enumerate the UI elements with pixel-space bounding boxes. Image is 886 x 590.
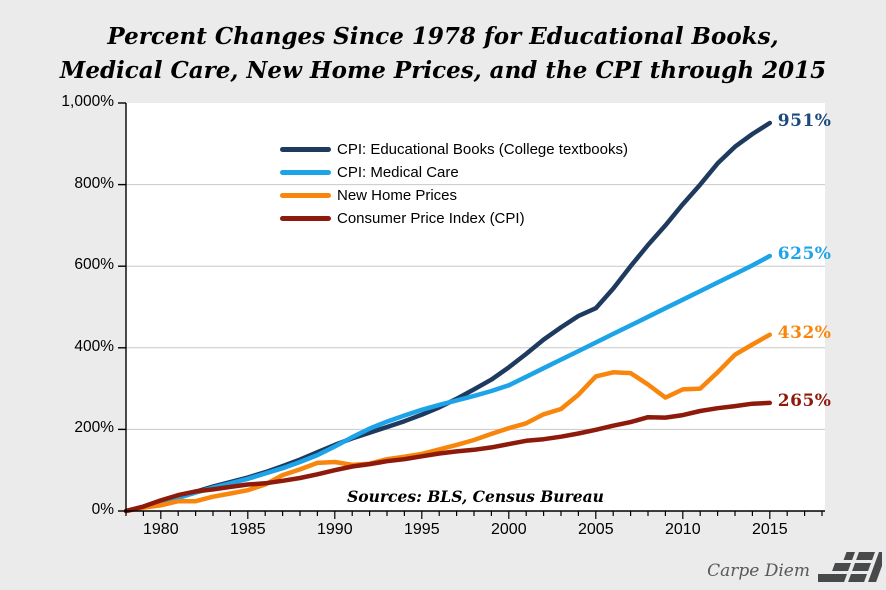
aei-logo-i [868,552,882,582]
y-axis-label: 200% [74,419,114,437]
y-axis-label: 800% [74,174,114,192]
legend-item: CPI: Educational Books (College textbook… [280,138,628,161]
legend-swatch [280,193,331,198]
legend-label: CPI: Educational Books (College textbook… [337,141,628,158]
legend-swatch [280,216,331,221]
legend-label: Consumer Price Index (CPI) [337,210,525,227]
legend-item: New Home Prices [280,184,628,207]
series-end-label: 265% [777,390,832,411]
series-end-label: 951% [777,110,832,131]
sources-note: Sources: BLS, Census Bureau [347,487,604,506]
aei-logo-e-bottom [848,574,867,582]
x-axis-label: 1980 [143,521,179,538]
chart-title-line-1: Percent Changes Since 1978 for Education… [107,23,779,50]
legend-label: New Home Prices [337,187,458,204]
x-axis-label: 2010 [665,521,701,538]
chart-title-line-2: Medical Care, New Home Prices, and the C… [59,57,827,84]
series-line-1 [123,253,773,514]
aei-logo-a-top [843,552,855,560]
series-end-label: 625% [777,244,832,264]
x-axis-label: 2015 [752,521,788,538]
x-axis-label: 1990 [317,521,353,538]
aei-logo-a-mid [832,563,851,571]
legend-swatch [280,170,331,175]
series-line-2 [123,332,773,514]
y-axis-label: 0% [91,501,114,518]
series-line-3 [123,400,773,514]
legend-label: CPI: Medical Care [337,164,459,181]
aei-logo-e-mid [852,563,871,571]
x-axis-label: 2005 [578,521,614,538]
chart-title: Percent Changes Since 1978 for Education… [0,20,886,88]
legend-item: Consumer Price Index (CPI) [280,207,628,230]
series-end-label: 432% [777,322,832,343]
y-axis-label: 600% [74,256,114,274]
legend-item: CPI: Medical Care [280,161,628,184]
aei-logo [818,552,882,582]
legend: CPI: Educational Books (College textbook… [280,138,628,230]
legend-swatch [280,147,331,152]
x-axis-label: 1985 [230,521,266,538]
aei-logo-a-bottom [818,574,847,582]
x-axis-label: 2000 [491,521,527,538]
y-axis-label: 400% [74,337,114,355]
y-axis-label: 1,000% [61,93,114,110]
x-axis-label: 1995 [404,521,440,538]
carpe-diem-credit: Carpe Diem [707,561,810,581]
aei-logo-e-top [856,552,875,560]
